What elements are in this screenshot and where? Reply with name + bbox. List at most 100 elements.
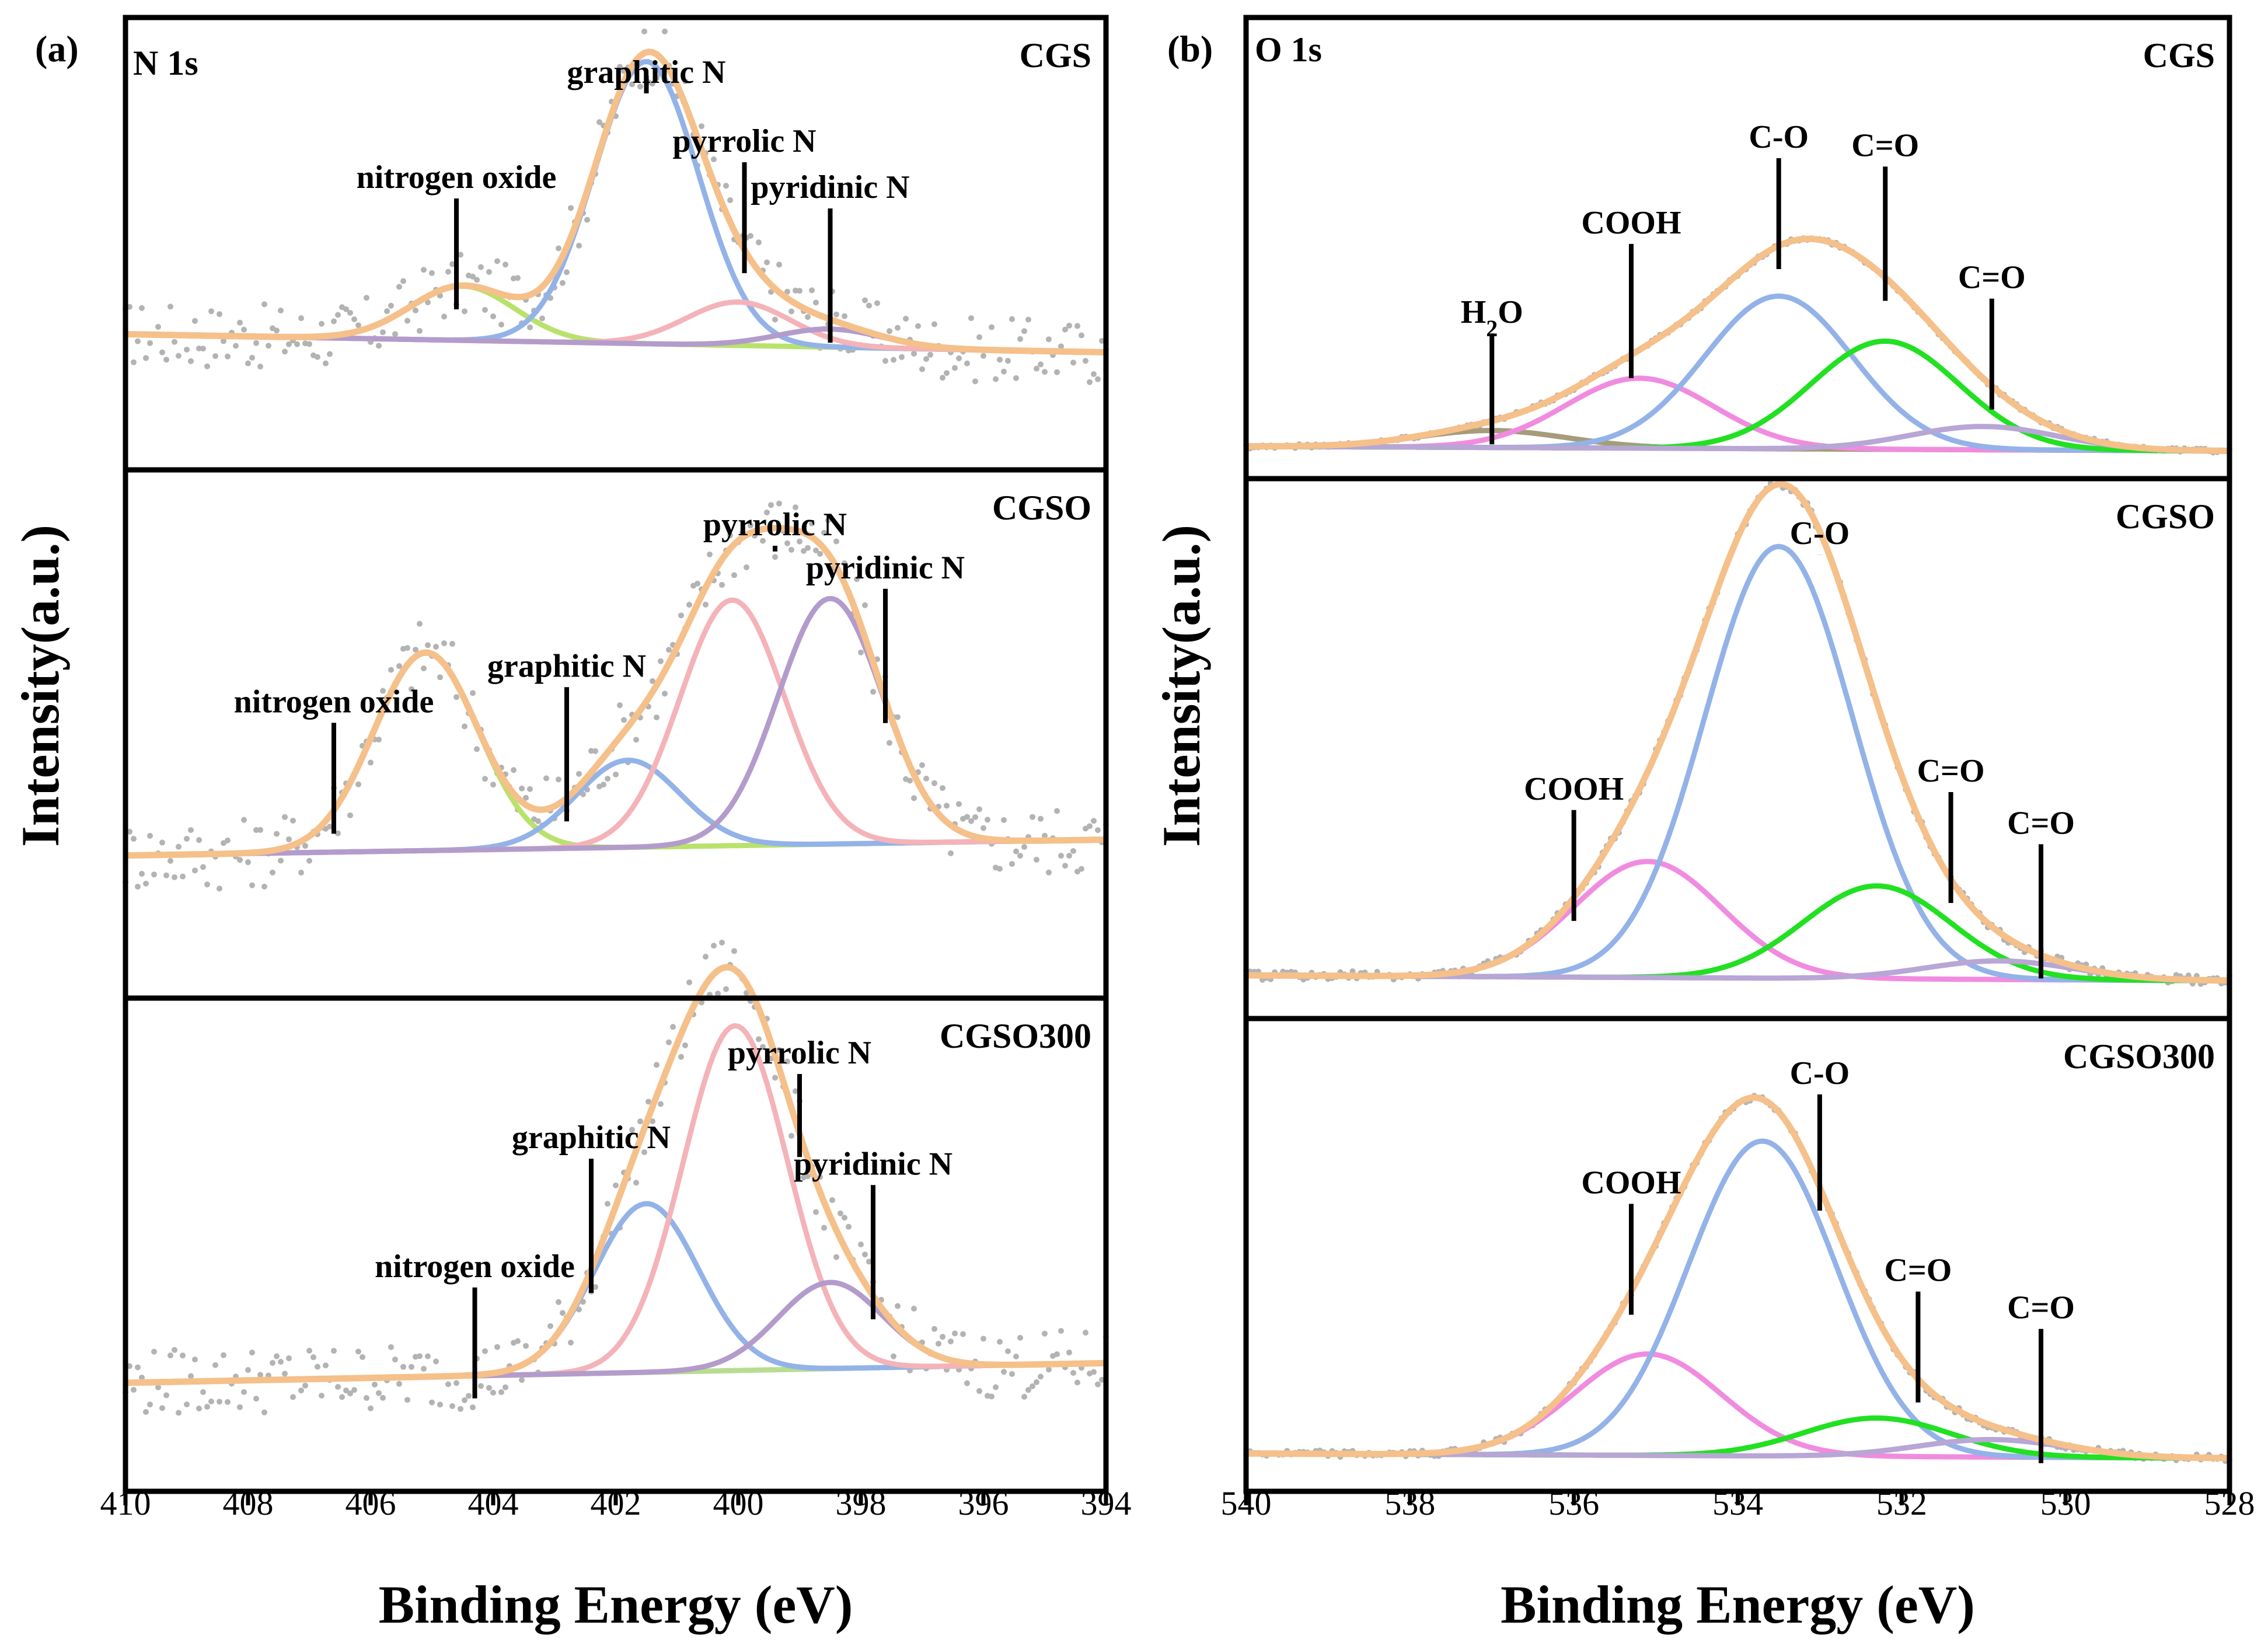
data-point xyxy=(286,341,292,347)
data-point xyxy=(1017,336,1023,342)
data-point xyxy=(421,267,427,273)
data-point xyxy=(678,1054,684,1060)
data-point xyxy=(621,717,627,723)
data-point xyxy=(1074,1379,1080,1386)
data-point xyxy=(1013,375,1019,381)
data-point xyxy=(417,620,423,627)
data-point xyxy=(1091,371,1097,377)
data-point xyxy=(217,1399,222,1405)
subplot-frame xyxy=(1243,15,2232,482)
data-point xyxy=(335,312,341,318)
data-point xyxy=(335,1383,341,1390)
data-point xyxy=(654,714,660,721)
data-point xyxy=(662,28,668,34)
sample-label: CGSO300 xyxy=(2063,1037,2215,1076)
data-point xyxy=(327,351,333,357)
data-point xyxy=(400,1363,406,1370)
data-point xyxy=(217,885,222,892)
data-point xyxy=(380,688,386,694)
x-axis-title: Binding Energy (eV) xyxy=(379,1575,853,1634)
data-point xyxy=(703,954,709,960)
data-point xyxy=(360,1354,365,1360)
data-point xyxy=(870,689,876,695)
data-point xyxy=(981,1335,986,1342)
data-point xyxy=(592,748,598,754)
data-point xyxy=(490,313,496,320)
fit-envelope xyxy=(1246,235,2229,454)
data-point xyxy=(650,1118,655,1124)
sample-label: CGSO xyxy=(992,489,1091,527)
data-point xyxy=(323,360,329,367)
peak-c-o xyxy=(1243,543,2232,984)
fit-envelope xyxy=(125,48,1107,355)
data-point xyxy=(503,1384,508,1390)
data-point xyxy=(919,762,925,768)
x-axis-title: Binding Energy (eV) xyxy=(1501,1575,1975,1634)
data-point xyxy=(1042,832,1048,839)
data-point xyxy=(568,205,574,211)
data-point xyxy=(956,355,962,361)
data-point xyxy=(172,339,177,345)
data-point xyxy=(482,1348,488,1354)
panel-a: (a)Intensity(a.u.)Binding Energy (eV)410… xyxy=(11,15,1132,1634)
data-point xyxy=(225,837,231,843)
data-point xyxy=(968,818,974,824)
data-point xyxy=(298,1387,304,1394)
data-point xyxy=(453,694,459,700)
data-point xyxy=(139,305,145,311)
data-point xyxy=(139,1375,145,1381)
data-point xyxy=(204,881,210,888)
data-point xyxy=(315,354,320,360)
data-point xyxy=(180,1352,186,1359)
data-point xyxy=(196,345,202,351)
data-point xyxy=(1087,379,1093,385)
data-point xyxy=(1005,358,1011,364)
panel-letter: (b) xyxy=(1167,28,1213,69)
data-point xyxy=(788,308,794,315)
data-point xyxy=(654,1062,660,1068)
data-point xyxy=(1021,1393,1027,1400)
annotation-label: pyridinic N xyxy=(794,1146,952,1182)
data-point xyxy=(560,1310,566,1316)
data-point xyxy=(862,297,868,304)
data-point xyxy=(131,1387,137,1393)
data-point xyxy=(629,1127,635,1133)
data-point xyxy=(306,341,312,347)
data-point xyxy=(282,814,288,820)
data-point xyxy=(748,233,753,239)
data-point xyxy=(768,502,774,508)
data-point xyxy=(347,1390,353,1397)
data-point xyxy=(409,686,414,692)
annotation-label: COOH xyxy=(1524,771,1624,807)
data-point xyxy=(372,1382,378,1388)
data-point xyxy=(1013,1354,1019,1360)
data-point xyxy=(895,714,901,720)
data-point xyxy=(556,245,561,252)
data-point xyxy=(482,776,488,782)
peak-c-o xyxy=(1243,293,2232,454)
data-point xyxy=(347,812,353,818)
data-point xyxy=(417,327,423,334)
data-point xyxy=(784,1058,790,1065)
annotation-label: graphitic N xyxy=(567,54,725,90)
annotation-label: graphitic N xyxy=(512,1120,671,1156)
data-point xyxy=(686,979,692,986)
data-point xyxy=(940,375,945,381)
data-point xyxy=(449,1403,455,1410)
data-point xyxy=(278,307,284,313)
data-point xyxy=(842,1215,847,1221)
data-point xyxy=(829,1197,835,1204)
data-point xyxy=(633,737,639,743)
data-point xyxy=(605,1201,610,1207)
data-point xyxy=(821,529,827,536)
data-point xyxy=(952,1330,958,1337)
data-point xyxy=(1070,360,1076,366)
annotation-label: C-O xyxy=(1790,1055,1850,1091)
data-point xyxy=(931,1326,937,1332)
data-point xyxy=(727,197,733,203)
data-point xyxy=(290,1394,296,1400)
data-point xyxy=(1021,844,1027,850)
data-point xyxy=(421,665,427,672)
data-point xyxy=(637,83,643,90)
data-point xyxy=(989,1393,995,1400)
